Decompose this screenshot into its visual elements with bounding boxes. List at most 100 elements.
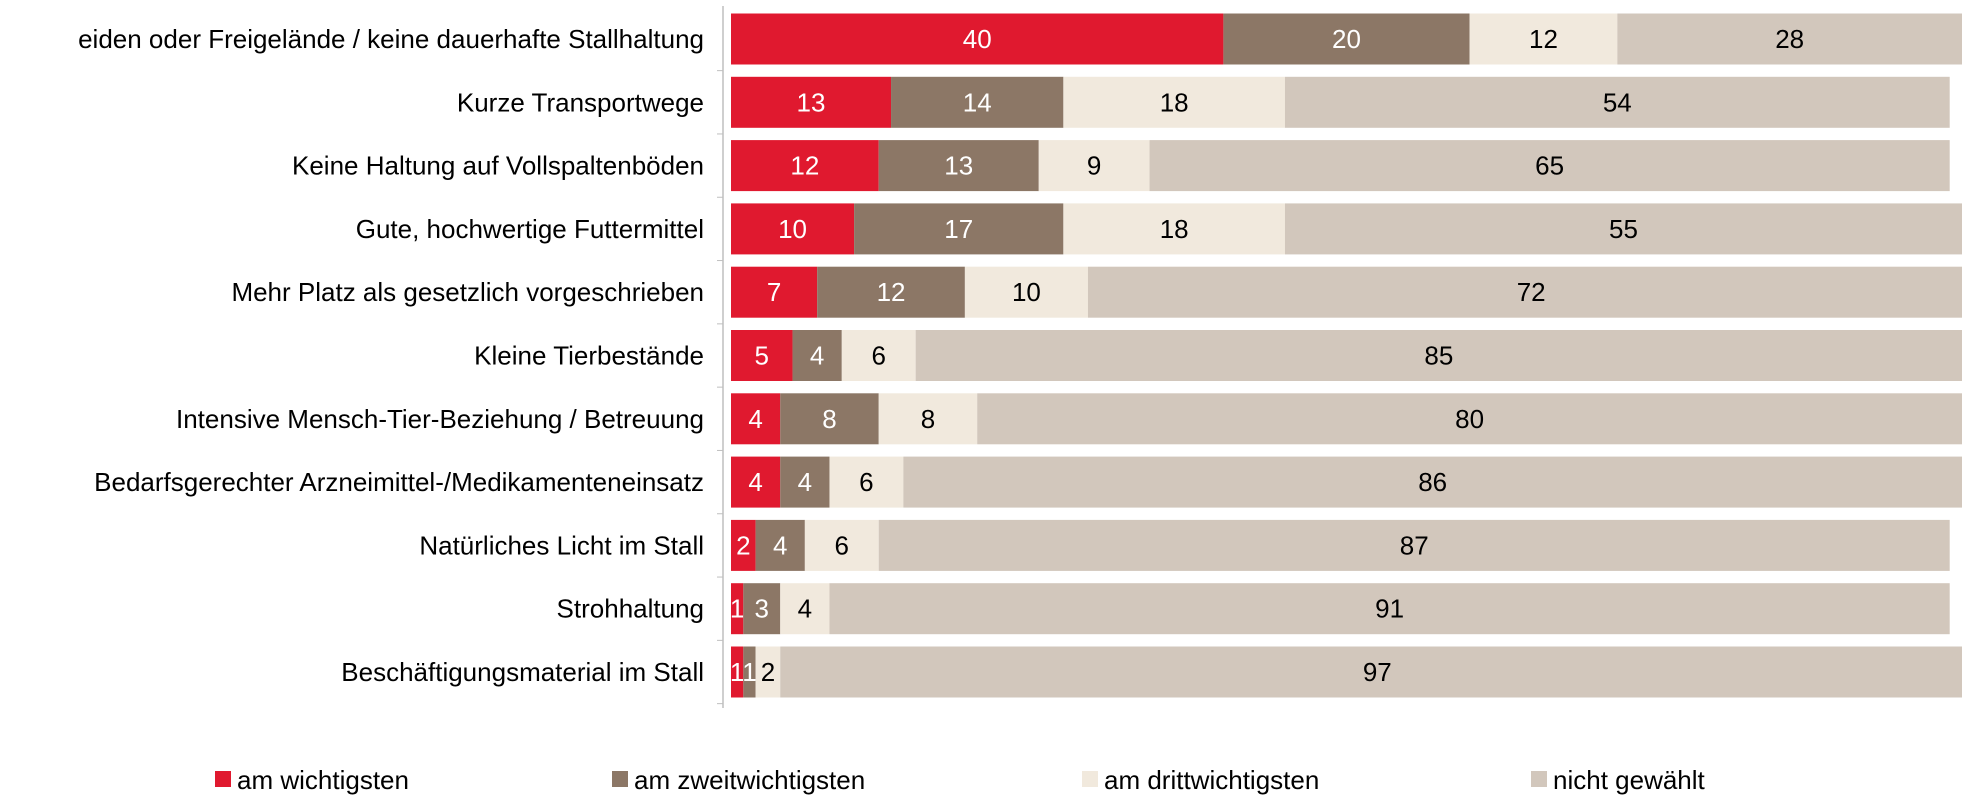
data-label: 9 (1087, 151, 1101, 181)
data-label: 6 (871, 341, 885, 371)
bar-segment (731, 266, 818, 318)
data-label: 7 (767, 277, 781, 307)
bar-segment (755, 519, 805, 571)
bar-segment (792, 330, 842, 381)
data-label: 4 (773, 530, 787, 560)
bar-segment (878, 140, 1039, 192)
bar-segment (829, 456, 904, 508)
category-label: Natürliches Licht im Stall (419, 530, 704, 560)
bar-segment (731, 583, 744, 635)
category-label: Strohhaltung (557, 594, 704, 624)
data-label: 87 (1400, 530, 1429, 560)
data-label: 4 (798, 594, 812, 624)
data-label: 80 (1455, 404, 1484, 434)
category-label: eiden oder Freigelände / keine dauerhaft… (78, 24, 704, 54)
data-label: 1 (730, 657, 744, 687)
bar-segment (731, 456, 781, 508)
legend-swatch (1531, 771, 1547, 787)
data-label: 8 (822, 404, 836, 434)
bar-segment (1087, 266, 1962, 318)
data-label: 20 (1332, 24, 1361, 54)
bar-segment (804, 519, 879, 571)
category-label: Kleine Tierbestände (474, 341, 704, 371)
bar-segment (964, 266, 1088, 318)
data-label: 1 (742, 657, 756, 687)
bar-segment (829, 583, 1950, 635)
category-label: Kurze Transportwege (457, 87, 704, 117)
bar-segment (1149, 140, 1950, 192)
bar-segment (1284, 203, 1962, 255)
legend-swatch (1082, 771, 1098, 787)
legend-label: am wichtigsten (237, 765, 409, 795)
bar-segment (817, 266, 965, 318)
data-label: 85 (1424, 341, 1453, 371)
data-label: 18 (1160, 214, 1189, 244)
legend-label: am drittwichtigsten (1104, 765, 1319, 795)
bar-segment (731, 76, 892, 128)
bar-segment (1063, 76, 1285, 128)
category-label: Beschäftigungsmaterial im Stall (341, 657, 704, 687)
data-label: 10 (1012, 277, 1041, 307)
bar-segment (743, 646, 756, 698)
data-label: 6 (835, 530, 849, 560)
bar-segment (780, 646, 1962, 698)
data-label: 4 (810, 341, 824, 371)
data-label: 28 (1775, 24, 1804, 54)
data-label: 4 (748, 404, 762, 434)
category-label: Keine Haltung auf Vollspaltenböden (292, 151, 704, 181)
data-label: 40 (963, 24, 992, 54)
bar-segment (1617, 13, 1962, 65)
legend-swatch (215, 771, 231, 787)
bar-segment (731, 519, 756, 571)
bar-segment (841, 330, 916, 381)
data-label: 12 (1529, 24, 1558, 54)
bar-segment (915, 330, 1962, 381)
data-label: 54 (1603, 87, 1632, 117)
bar-segment (1284, 76, 1950, 128)
bar-segment (780, 393, 879, 445)
data-label: 65 (1535, 151, 1564, 181)
bar-segment (731, 393, 781, 445)
legend-label: nicht gewählt (1553, 765, 1706, 795)
data-label: 13 (944, 151, 973, 181)
bar-segment (755, 646, 781, 698)
bar-segment (780, 456, 830, 508)
data-label: 12 (877, 277, 906, 307)
bar-segment (903, 456, 1962, 508)
bar-segment (731, 13, 1224, 65)
data-label: 3 (755, 594, 769, 624)
bar-segment (1469, 13, 1618, 65)
bar-segment (743, 583, 781, 635)
bar-segment (731, 646, 744, 698)
bar-segment (731, 203, 855, 255)
legend-label: am zweitwichtigsten (634, 765, 865, 795)
bar-segment (878, 393, 978, 445)
data-label: 2 (736, 530, 750, 560)
bar-segment (1063, 203, 1285, 255)
category-label: Mehr Platz als gesetzlich vorgeschrieben (231, 277, 704, 307)
data-label: 1 (730, 594, 744, 624)
bar-segment (1223, 13, 1470, 65)
category-label: Bedarfsgerechter Arzneimittel-/Medikamen… (94, 467, 704, 497)
bar-segment (977, 393, 1962, 445)
bar-segment (731, 140, 879, 192)
data-label: 14 (963, 87, 992, 117)
data-label: 4 (748, 467, 762, 497)
bar-segment (731, 330, 793, 381)
data-label: 10 (778, 214, 807, 244)
data-label: 55 (1609, 214, 1638, 244)
data-label: 5 (755, 341, 769, 371)
bar-segment (854, 203, 1064, 255)
data-label: 4 (798, 467, 812, 497)
data-label: 8 (921, 404, 935, 434)
bar-segment (878, 519, 1950, 571)
bar-segment (1038, 140, 1150, 192)
category-label: Intensive Mensch-Tier-Beziehung / Betreu… (176, 404, 704, 434)
data-label: 12 (790, 151, 819, 181)
data-label: 86 (1418, 467, 1447, 497)
data-label: 97 (1363, 657, 1392, 687)
bar-segment (780, 583, 830, 635)
category-label: Gute, hochwertige Futtermittel (356, 214, 704, 244)
data-label: 18 (1160, 87, 1189, 117)
